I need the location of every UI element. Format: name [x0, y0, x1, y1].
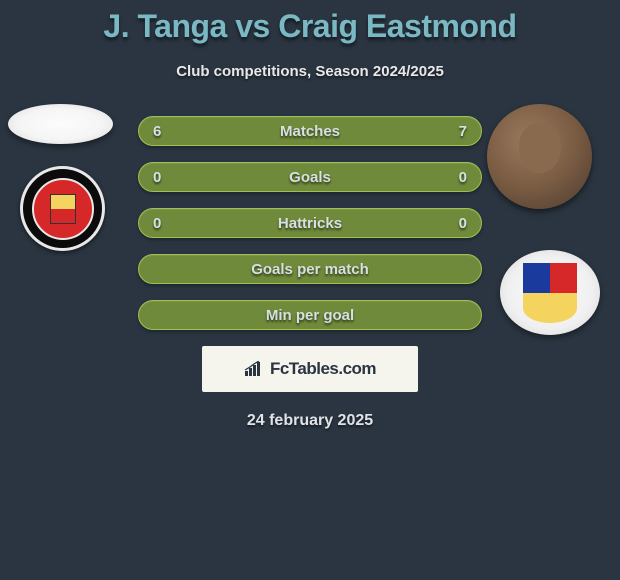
brand-bar: FcTables.com — [202, 346, 418, 392]
stat-label: Goals per match — [139, 261, 481, 278]
stat-row: 0 Goals 0 — [138, 162, 482, 192]
footer-date: 24 february 2025 — [0, 412, 620, 430]
left-team-badge — [20, 166, 105, 251]
stats-list: 6 Matches 7 0 Goals 0 0 Hattricks 0 Goal… — [138, 116, 482, 330]
right-team-badge-inner — [523, 263, 577, 323]
page-subtitle: Club competitions, Season 2024/2025 — [0, 63, 620, 80]
comparison-panel: 6 Matches 7 0 Goals 0 0 Hattricks 0 Goal… — [0, 116, 620, 430]
stat-row: Goals per match — [138, 254, 482, 284]
stat-left-value: 0 — [153, 169, 161, 186]
stat-right-value: 0 — [459, 169, 467, 186]
left-team-badge-crest — [50, 194, 76, 224]
page-title: J. Tanga vs Craig Eastmond — [0, 0, 620, 45]
brand-text: FcTables.com — [270, 359, 376, 379]
stat-label: Matches — [139, 123, 481, 140]
stat-label: Min per goal — [139, 307, 481, 324]
stat-right-value: 0 — [459, 215, 467, 232]
stat-right-value: 7 — [459, 123, 467, 140]
stat-row: 0 Hattricks 0 — [138, 208, 482, 238]
left-player-avatar — [8, 104, 113, 144]
stat-label: Goals — [139, 169, 481, 186]
stat-row: Min per goal — [138, 300, 482, 330]
right-team-badge-top — [523, 263, 577, 293]
left-team-badge-inner — [32, 178, 94, 240]
right-player-avatar — [487, 104, 592, 209]
bar-chart-icon — [244, 361, 264, 377]
stat-row: 6 Matches 7 — [138, 116, 482, 146]
stat-label: Hattricks — [139, 215, 481, 232]
stat-left-value: 6 — [153, 123, 161, 140]
right-team-badge — [500, 250, 600, 335]
right-team-badge-bottom — [523, 293, 577, 323]
stat-left-value: 0 — [153, 215, 161, 232]
